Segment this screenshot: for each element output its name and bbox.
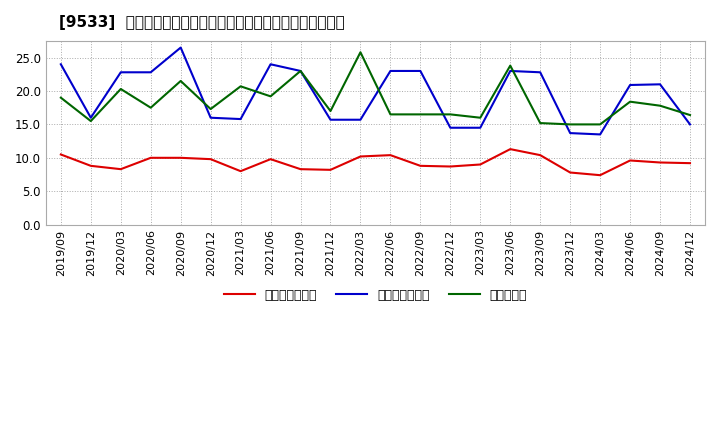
買入債務回転率 <box>446 125 454 130</box>
売上債権回転率 <box>207 157 215 162</box>
在庫回転率 <box>446 112 454 117</box>
売上債権回転率 <box>356 154 365 159</box>
売上債権回転率 <box>266 157 275 162</box>
Line: 買入債務回転率: 買入債務回転率 <box>61 48 690 135</box>
買入債務回転率 <box>266 62 275 67</box>
在庫回転率 <box>566 122 575 127</box>
売上債権回転率 <box>685 161 694 166</box>
売上債権回転率 <box>146 155 155 161</box>
売上債権回転率 <box>236 169 245 174</box>
買入債務回転率 <box>57 62 66 67</box>
売上債権回転率 <box>446 164 454 169</box>
買入債務回転率 <box>356 117 365 122</box>
在庫回転率 <box>386 112 395 117</box>
在庫回転率 <box>326 108 335 114</box>
在庫回転率 <box>506 63 515 68</box>
在庫回転率 <box>266 94 275 99</box>
買入債務回転率 <box>416 68 425 73</box>
売上債権回転率 <box>596 172 605 178</box>
買入債務回転率 <box>176 45 185 50</box>
売上債権回転率 <box>506 147 515 152</box>
在庫回転率 <box>57 95 66 100</box>
在庫回転率 <box>207 106 215 112</box>
買入債務回転率 <box>506 68 515 73</box>
在庫回転率 <box>626 99 634 104</box>
買入債務回転率 <box>146 70 155 75</box>
売上債権回転率 <box>176 155 185 161</box>
在庫回転率 <box>146 105 155 110</box>
在庫回転率 <box>117 86 125 92</box>
買入債務回転率 <box>596 132 605 137</box>
買入債務回転率 <box>386 68 395 73</box>
売上債権回転率 <box>626 158 634 163</box>
在庫回転率 <box>86 118 95 124</box>
買入債務回転率 <box>656 82 665 87</box>
売上債権回転率 <box>86 163 95 169</box>
売上債権回転率 <box>416 163 425 169</box>
売上債権回転率 <box>326 167 335 172</box>
在庫回転率 <box>296 68 305 73</box>
買入債務回転率 <box>566 130 575 136</box>
在庫回転率 <box>476 115 485 121</box>
売上債権回転率 <box>117 166 125 172</box>
売上債権回転率 <box>566 170 575 175</box>
買入債務回転率 <box>296 68 305 73</box>
在庫回転率 <box>416 112 425 117</box>
在庫回転率 <box>356 50 365 55</box>
在庫回転率 <box>596 122 605 127</box>
在庫回転率 <box>236 84 245 89</box>
買入債務回転率 <box>236 117 245 122</box>
買入債務回転率 <box>476 125 485 130</box>
在庫回転率 <box>685 112 694 117</box>
売上債権回転率 <box>476 162 485 167</box>
売上債権回転率 <box>386 153 395 158</box>
売上債権回転率 <box>536 153 544 158</box>
在庫回転率 <box>536 121 544 126</box>
売上債権回転率 <box>296 166 305 172</box>
Line: 売上債権回転率: 売上債権回転率 <box>61 149 690 175</box>
売上債権回転率 <box>656 160 665 165</box>
在庫回転率 <box>656 103 665 108</box>
Line: 在庫回転率: 在庫回転率 <box>61 52 690 125</box>
買入債務回転率 <box>86 115 95 121</box>
売上債権回転率 <box>57 152 66 157</box>
買入債務回転率 <box>117 70 125 75</box>
Legend: 売上債権回転率, 買入債務回転率, 在庫回転率: 売上債権回転率, 買入債務回転率, 在庫回転率 <box>219 283 532 307</box>
買入債務回転率 <box>207 115 215 121</box>
買入債務回転率 <box>536 70 544 75</box>
Text: [9533]  売上債権回転率、買入債務回転率、在庫回転率の推移: [9533] 売上債権回転率、買入債務回転率、在庫回転率の推移 <box>59 15 345 30</box>
買入債務回転率 <box>626 82 634 88</box>
買入債務回転率 <box>685 122 694 127</box>
在庫回転率 <box>176 78 185 84</box>
買入債務回転率 <box>326 117 335 122</box>
